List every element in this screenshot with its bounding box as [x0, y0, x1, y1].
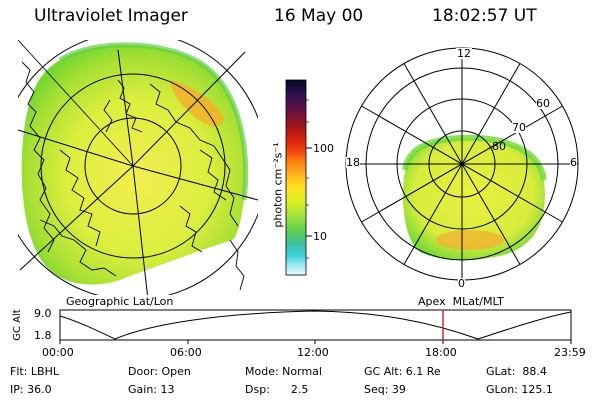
warm-patch-geo: [170, 80, 224, 127]
orbit-xtick-0000: 00:00: [42, 346, 74, 359]
colorbar-unit-label: photon cm⁻²s⁻¹: [271, 142, 285, 228]
mlt-label-6: 6: [570, 156, 577, 169]
orbit-xtick-1800: 18:00: [425, 346, 457, 359]
colorbar-tick-100: 100: [313, 142, 334, 155]
orbit-xtick-1200: 12:00: [297, 346, 329, 359]
orbit-frame: [59, 309, 572, 341]
colorbar-gradient: [285, 79, 307, 276]
orbit-ylabel: GC Alt: [12, 309, 23, 341]
colorbar: [285, 79, 312, 276]
meta-gain: Gain: 13: [128, 383, 175, 396]
orbit-plot: [59, 309, 572, 344]
geo-caption: Geographic Lat/Lon: [66, 295, 174, 308]
date-label: 16 May 00: [274, 6, 364, 26]
mlt-label-0: 0: [458, 277, 465, 290]
orbit-ytick-bottom: 1.8: [34, 329, 52, 342]
mlt-label-12: 12: [456, 47, 472, 60]
warm-patch-polar: [436, 230, 504, 250]
apex-caption: Apex MLat/MLT: [418, 295, 504, 308]
instrument-title: Ultraviolet Imager: [34, 6, 188, 26]
meta-dsp: Dsp: 2.5: [245, 383, 309, 396]
meta-seq: Seq: 39: [364, 383, 406, 396]
polar-plot: [345, 47, 579, 281]
mlat-label-60: 60: [536, 97, 550, 110]
meta-gc-alt: GC Alt: 6.1 Re: [364, 365, 441, 378]
meta-mode: Mode: Normal: [245, 365, 322, 378]
meta-door: Door: Open: [128, 365, 191, 378]
meta-glat: GLat: 88.4: [486, 365, 547, 378]
orbit-ytick-top: 9.0: [34, 307, 52, 320]
time-label: 18:02:57 UT: [432, 6, 537, 26]
coastlines: [21, 61, 245, 291]
orbit-xtick-0600: 06:00: [170, 346, 202, 359]
orbit-xtick-2359: 23:59: [554, 346, 586, 359]
orbit-altitude-curve: [59, 310, 572, 340]
mlat-label-80: 80: [492, 140, 506, 153]
colorbar-tick-10: 10: [313, 230, 327, 243]
meta-ip: IP: 36.0: [10, 383, 52, 396]
auroral-image-polar: [402, 137, 545, 261]
meta-glon: GLon: 125.1: [486, 383, 553, 396]
mlat-label-70: 70: [512, 121, 526, 134]
mlt-label-18: 18: [346, 156, 360, 169]
left-map: [18, 40, 258, 295]
meta-filter: Flt: LBHL: [10, 365, 59, 378]
